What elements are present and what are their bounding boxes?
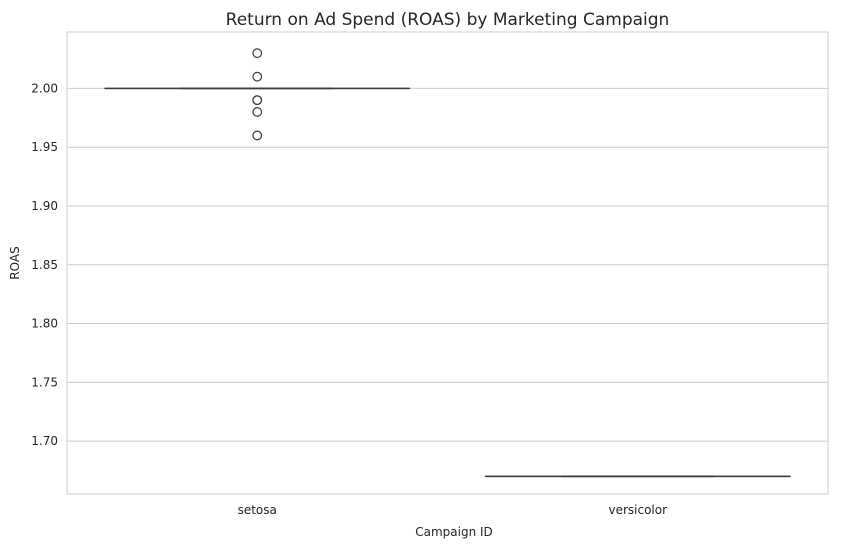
outlier-point: [252, 71, 263, 82]
x-tick-labels: setosa versicolor: [238, 503, 667, 517]
y-tick-label: 1.85: [31, 258, 58, 272]
y-tick-labels: 1.70 1.75 1.80 1.85 1.90 1.95 2.00: [31, 81, 58, 448]
y-tick-label: 1.95: [31, 140, 58, 154]
chart-title: Return on Ad Spend (ROAS) by Marketing C…: [226, 10, 670, 30]
y-tick-label: 1.75: [31, 375, 58, 389]
y-tick-label: 1.90: [31, 199, 58, 213]
x-tick-label: setosa: [238, 503, 277, 517]
y-tick-label: 1.70: [31, 434, 58, 448]
plot-area-frame: [66, 31, 829, 495]
outlier-point: [252, 107, 263, 117]
box-series: [104, 48, 791, 478]
y-tick-label: 2.00: [31, 81, 58, 95]
outlier-point: [252, 48, 263, 59]
outlier-point: [252, 95, 263, 106]
y-tick-label: 1.80: [31, 317, 58, 331]
y-axis-label: ROAS: [8, 246, 22, 279]
box-setosa: [104, 48, 411, 141]
x-tick-label: versicolor: [608, 503, 667, 517]
outlier-point: [252, 130, 263, 141]
x-axis-label: Campaign ID: [415, 525, 493, 539]
